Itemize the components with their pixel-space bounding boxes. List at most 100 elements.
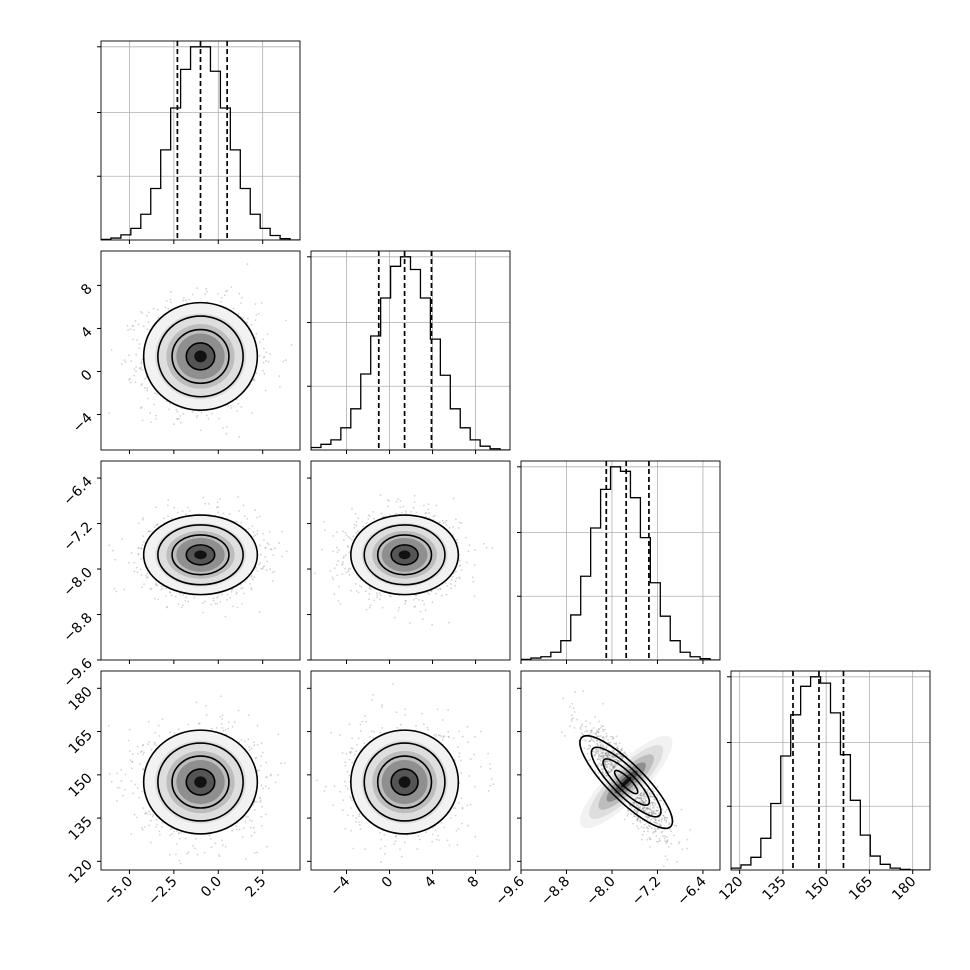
- sample-point: [150, 421, 152, 423]
- sample-point: [226, 593, 229, 596]
- sample-point: [154, 741, 156, 744]
- sample-point: [140, 384, 143, 387]
- sample-point: [432, 515, 435, 518]
- sample-point: [146, 576, 149, 578]
- sample-point: [156, 523, 159, 525]
- sample-point: [149, 588, 152, 590]
- sample-point: [147, 743, 149, 745]
- sample-point: [247, 714, 250, 716]
- sample-point: [267, 543, 270, 546]
- sample-point: [182, 412, 185, 415]
- sample-point: [155, 584, 158, 586]
- sample-point: [395, 512, 398, 515]
- sample-point: [135, 566, 138, 569]
- sample-point: [182, 297, 185, 299]
- sample-point: [135, 366, 138, 368]
- sample-point: [344, 567, 346, 570]
- density-level-5: [398, 550, 411, 560]
- sample-point: [342, 557, 345, 559]
- sample-point: [124, 773, 127, 776]
- sample-point: [141, 419, 144, 422]
- sample-point: [336, 551, 339, 554]
- sample-point: [219, 301, 222, 303]
- sample-point: [412, 598, 415, 601]
- sample-point: [147, 530, 150, 533]
- sample-point: [238, 510, 241, 512]
- sample-point: [165, 587, 168, 590]
- panel-2-2: [517, 460, 721, 664]
- sample-point: [127, 354, 130, 357]
- sample-point: [399, 506, 402, 508]
- sample-point: [252, 804, 255, 806]
- sample-point: [143, 826, 146, 828]
- sample-point: [170, 594, 173, 597]
- sample-point: [129, 328, 132, 331]
- sample-point: [348, 551, 351, 554]
- sample-point: [360, 586, 363, 588]
- sample-point: [368, 592, 371, 595]
- sample-point: [333, 567, 336, 570]
- sample-point: [321, 548, 323, 551]
- sample-point: [248, 583, 251, 585]
- sample-point: [414, 605, 417, 608]
- sample-point: [230, 407, 233, 409]
- sample-point: [262, 751, 264, 754]
- sample-point: [116, 772, 119, 775]
- sample-point: [137, 323, 140, 326]
- sample-point: [149, 530, 152, 533]
- sample-point: [181, 604, 184, 607]
- sample-point: [421, 618, 424, 621]
- sample-point: [199, 429, 202, 432]
- sample-point: [146, 328, 149, 330]
- sample-point: [423, 504, 425, 507]
- panel-2-0: −9.6−8.8−8.0−7.2−6.4: [60, 460, 301, 691]
- sample-point: [388, 594, 391, 597]
- sample-point: [217, 595, 220, 597]
- sample-point: [221, 727, 224, 729]
- sample-point: [428, 512, 430, 514]
- sample-point: [141, 827, 143, 829]
- sample-point: [455, 539, 458, 541]
- sample-point: [245, 858, 247, 860]
- sample-point: [168, 591, 171, 593]
- sample-point: [226, 598, 229, 601]
- contour-1-0-3: [185, 342, 216, 371]
- sample-point: [355, 590, 358, 592]
- panel-frame-2-0: [100, 460, 301, 661]
- sample-point: [372, 510, 375, 513]
- sample-point: [110, 780, 113, 783]
- sample-point: [347, 568, 350, 570]
- sample-point: [148, 530, 151, 533]
- sample-point: [238, 292, 241, 295]
- sample-point: [485, 546, 488, 549]
- sample-point: [225, 432, 228, 435]
- sample-point: [271, 571, 274, 574]
- sample-point: [141, 544, 144, 546]
- sample-point: [386, 499, 389, 501]
- sample-point: [260, 553, 262, 556]
- sample-point: [256, 743, 259, 746]
- sample-point: [144, 812, 146, 815]
- sample-point: [342, 561, 344, 564]
- sample-point: [409, 622, 411, 624]
- sample-point: [116, 786, 119, 789]
- sample-point: [255, 332, 258, 335]
- sample-point: [379, 594, 382, 597]
- sample-point: [254, 509, 256, 511]
- sample-point: [193, 596, 196, 599]
- sample-point: [473, 564, 476, 567]
- sample-point: [349, 567, 352, 570]
- sample-point: [259, 799, 262, 802]
- sample-point: [224, 845, 227, 848]
- sample-point: [307, 583, 309, 585]
- sample-point: [220, 593, 223, 596]
- sample-point: [204, 293, 207, 296]
- sample-point: [162, 517, 165, 520]
- sample-point: [415, 597, 417, 600]
- sample-point: [454, 584, 457, 587]
- sample-point: [184, 599, 187, 602]
- sample-point: [232, 307, 235, 310]
- sample-point: [222, 427, 224, 429]
- sample-point: [226, 289, 229, 292]
